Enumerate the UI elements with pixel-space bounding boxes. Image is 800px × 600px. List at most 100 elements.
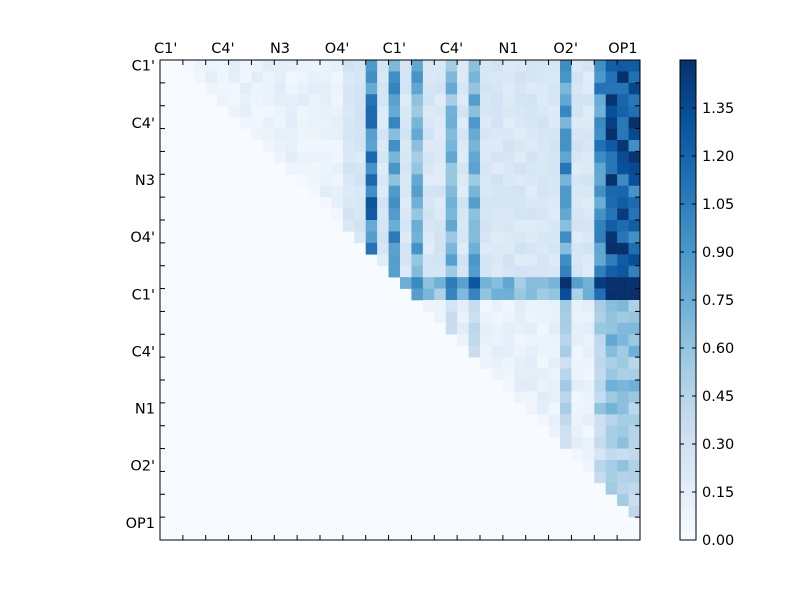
heatmap-cell [411,140,424,152]
heatmap-cell [571,368,584,381]
heatmap-cell [582,288,595,301]
heatmap-cell [285,71,298,84]
heatmap-cell [571,185,584,198]
heatmap-cell [594,460,607,472]
heatmap-cell [605,151,618,164]
heatmap-cell [480,82,492,95]
heatmap-cell [434,71,447,84]
heatmap-cell [365,71,378,84]
heatmap-cell [537,277,549,289]
heatmap-cell [537,185,549,198]
heatmap-cell [571,448,584,461]
heatmap-cell [571,265,584,278]
heatmap-cell [422,151,435,164]
heatmap-cell [617,231,629,244]
y-tick-label: C1' [132,287,155,303]
heatmap-cell [571,322,584,335]
heatmap-cell [457,300,469,312]
heatmap-cell [251,128,264,141]
heatmap-cell [537,402,549,415]
heatmap-cell [525,105,538,118]
heatmap-cell [514,151,527,164]
heatmap-cell [422,94,435,107]
heatmap-cell [548,300,561,312]
heatmap-cell [377,105,389,118]
heatmap-cell [582,128,595,141]
heatmap-cell [274,60,287,72]
heatmap-cell [605,254,618,267]
heatmap-cell [548,128,561,141]
heatmap-cell [560,94,572,107]
heatmap-cell [297,162,309,175]
heatmap-cell [514,128,527,141]
heatmap-cell [411,254,424,267]
heatmap-cell [525,265,538,278]
heatmap-cell [605,128,618,141]
heatmap-cell [525,357,538,369]
heatmap-cell [445,174,458,187]
heatmap-cell [514,140,527,152]
heatmap-cell [274,128,287,141]
heatmap-cell [308,71,321,84]
x-tick-label: N3 [270,41,290,57]
heatmap-cell [582,277,595,289]
colorbar-tick-label: 1.05 [702,197,734,213]
heatmap-cell [445,231,458,244]
heatmap-cell [514,380,527,392]
heatmap-cell [617,300,629,312]
heatmap-cell [365,174,378,187]
heatmap-cell [605,334,618,347]
heatmap-cell [342,71,355,84]
heatmap-cell [617,185,629,198]
heatmap-cell [342,140,355,152]
heatmap-cell [548,277,561,289]
heatmap-cell [285,82,298,95]
heatmap-cell [582,402,595,415]
heatmap-cell [354,140,367,152]
heatmap-cell [457,220,469,232]
heatmap-cell [571,71,584,84]
heatmap-cell [491,277,504,289]
heatmap-cell [388,94,401,107]
heatmap-cell [605,140,618,152]
heatmap-cell [468,265,481,278]
heatmap-cell [628,494,641,507]
x-tick-label: N1 [499,41,519,57]
heatmap-cell [457,94,469,107]
heatmap-cell [491,71,504,84]
heatmap-cell [548,311,561,324]
heatmap-cell [582,140,595,152]
heatmap-cell [560,277,572,289]
heatmap-cell [571,82,584,95]
heatmap-cell [525,185,538,198]
colorbar-tick-label: 0.60 [702,341,734,357]
heatmap-cell [571,60,584,72]
heatmap-cell [491,288,504,301]
heatmap-cell [400,185,412,198]
heatmap-cell [331,105,344,118]
y-tick-label: O4' [130,230,155,246]
heatmap-cell [320,174,332,187]
heatmap-cell [514,197,527,209]
heatmap-cell [468,162,481,175]
heatmap-cell [491,82,504,95]
heatmap-cell [491,60,504,72]
heatmap-cell [480,345,492,358]
heatmap-cell [594,162,607,175]
heatmap-cell [388,197,401,209]
heatmap-cell [422,208,435,221]
heatmap-cell [525,288,538,301]
heatmap-cell [617,220,629,232]
heatmap-cell [502,300,515,312]
heatmap-cell [502,380,515,392]
heatmap-cell [502,71,515,84]
heatmap-cell [525,391,538,404]
heatmap-cell [594,265,607,278]
heatmap-cell [217,60,229,72]
heatmap-cell [605,368,618,381]
heatmap-cell [605,288,618,301]
heatmap-cell [502,322,515,335]
heatmap-cell [274,94,287,107]
heatmap-cell [320,94,332,107]
heatmap-cell [617,288,629,301]
